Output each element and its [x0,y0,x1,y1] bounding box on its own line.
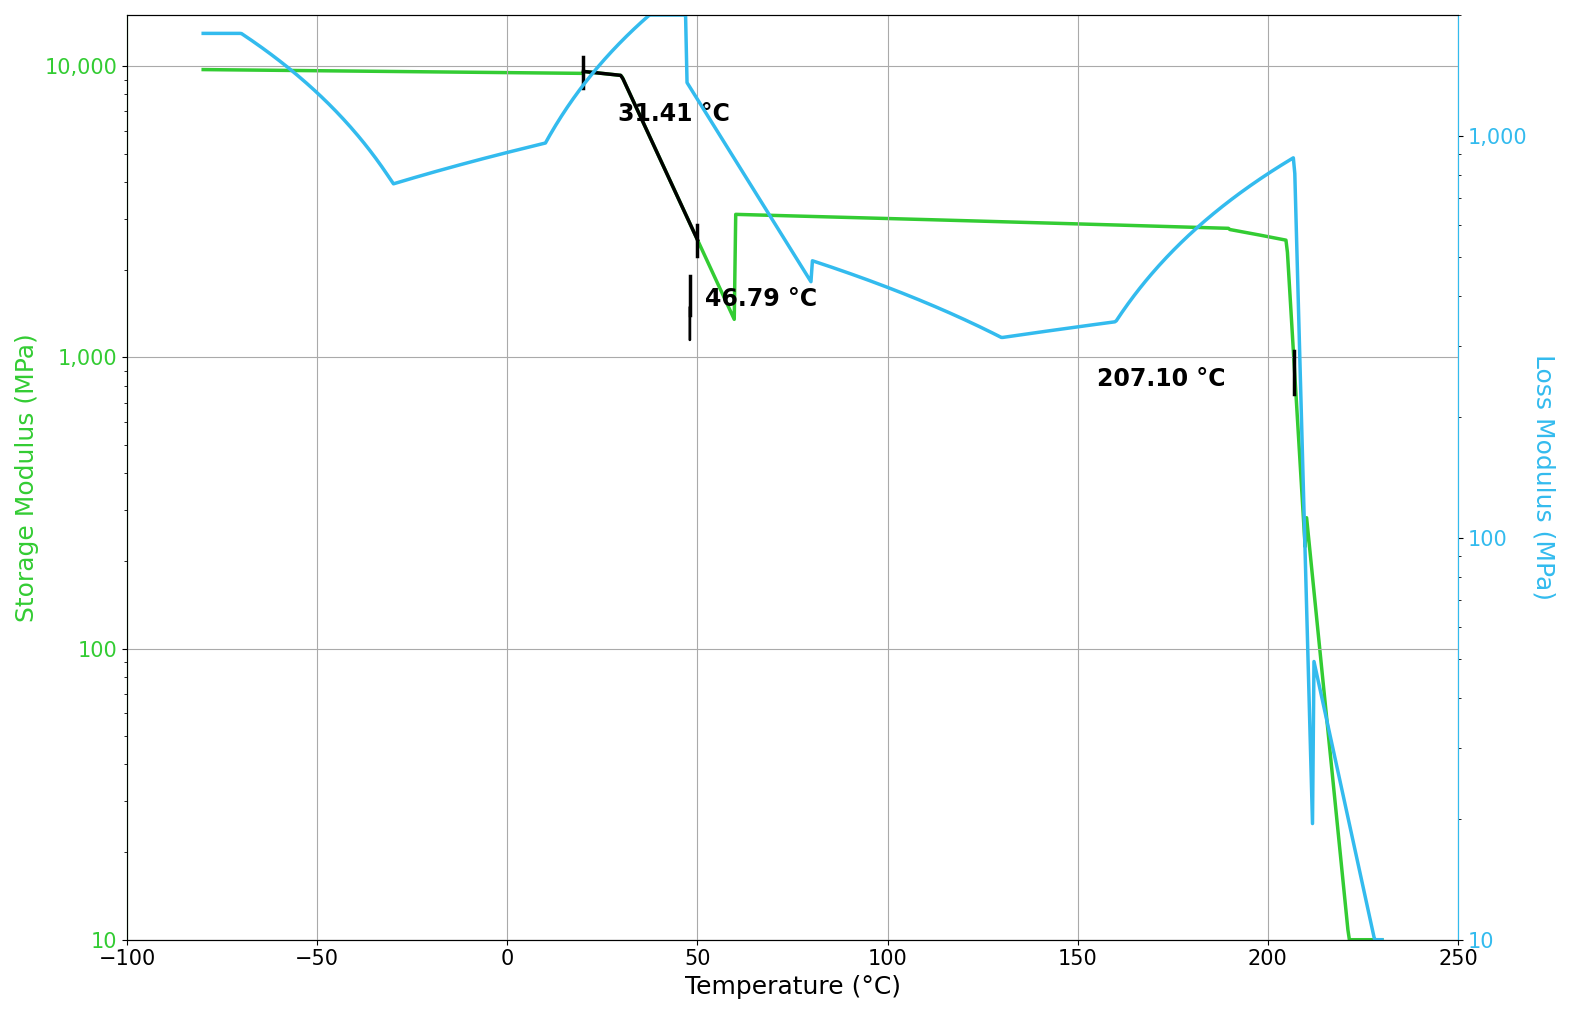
Text: 46.79 °C: 46.79 °C [705,287,818,311]
Text: 207.10 °C: 207.10 °C [1097,367,1225,390]
Y-axis label: Loss Modulus (MPa): Loss Modulus (MPa) [1531,354,1554,600]
Text: 31.41 °C: 31.41 °C [617,101,730,126]
Y-axis label: Storage Modulus (MPa): Storage Modulus (MPa) [16,333,39,622]
X-axis label: Temperature (°C): Temperature (°C) [685,975,901,999]
